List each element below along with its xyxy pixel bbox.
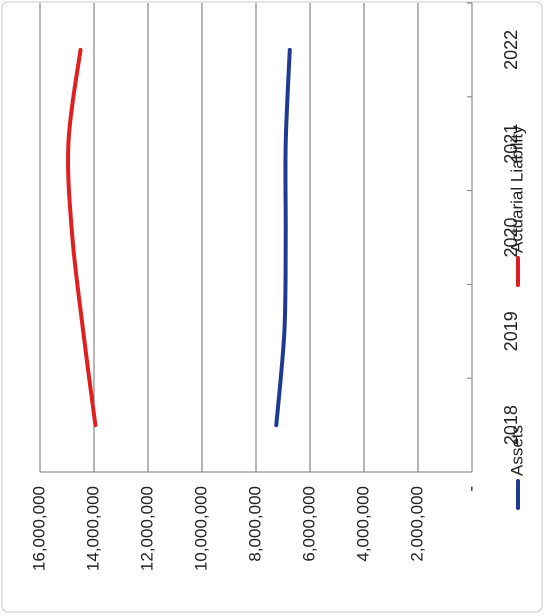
value-tick-label: 2,000,000	[407, 486, 426, 562]
value-tick-label: 4,000,000	[353, 486, 372, 562]
value-tick-label: 8,000,000	[245, 486, 264, 562]
legend-label: Actuarial Liability	[507, 125, 526, 253]
legend-label: Assets	[507, 425, 526, 476]
category-tick-label: 2021	[501, 124, 521, 164]
gridlines	[39, 3, 419, 472]
value-tick-label: 6,000,000	[299, 486, 318, 562]
category-tick-label: 2019	[501, 311, 521, 351]
category-tick-labels: 2018 2019 2020 2021 2022	[501, 30, 521, 445]
value-tick-label: 16,000,000	[29, 486, 48, 571]
axes	[40, 2, 473, 473]
value-tick-label: 10,000,000	[191, 486, 210, 571]
value-tick-labels: - 2,000,000 4,000,000 6,000,000 8,000,000 10,…	[29, 486, 480, 571]
category-tick-label: 2020	[501, 217, 521, 257]
legend: Assets Actuarial Liability	[507, 125, 526, 510]
value-tick-label: 12,000,000	[137, 486, 156, 571]
series-lines	[66, 47, 292, 428]
category-tick-label: 2018	[501, 405, 521, 445]
category-tick-label: 2022	[501, 30, 521, 70]
value-tick-label: 14,000,000	[83, 486, 102, 571]
value-tick-label: -	[461, 486, 480, 492]
